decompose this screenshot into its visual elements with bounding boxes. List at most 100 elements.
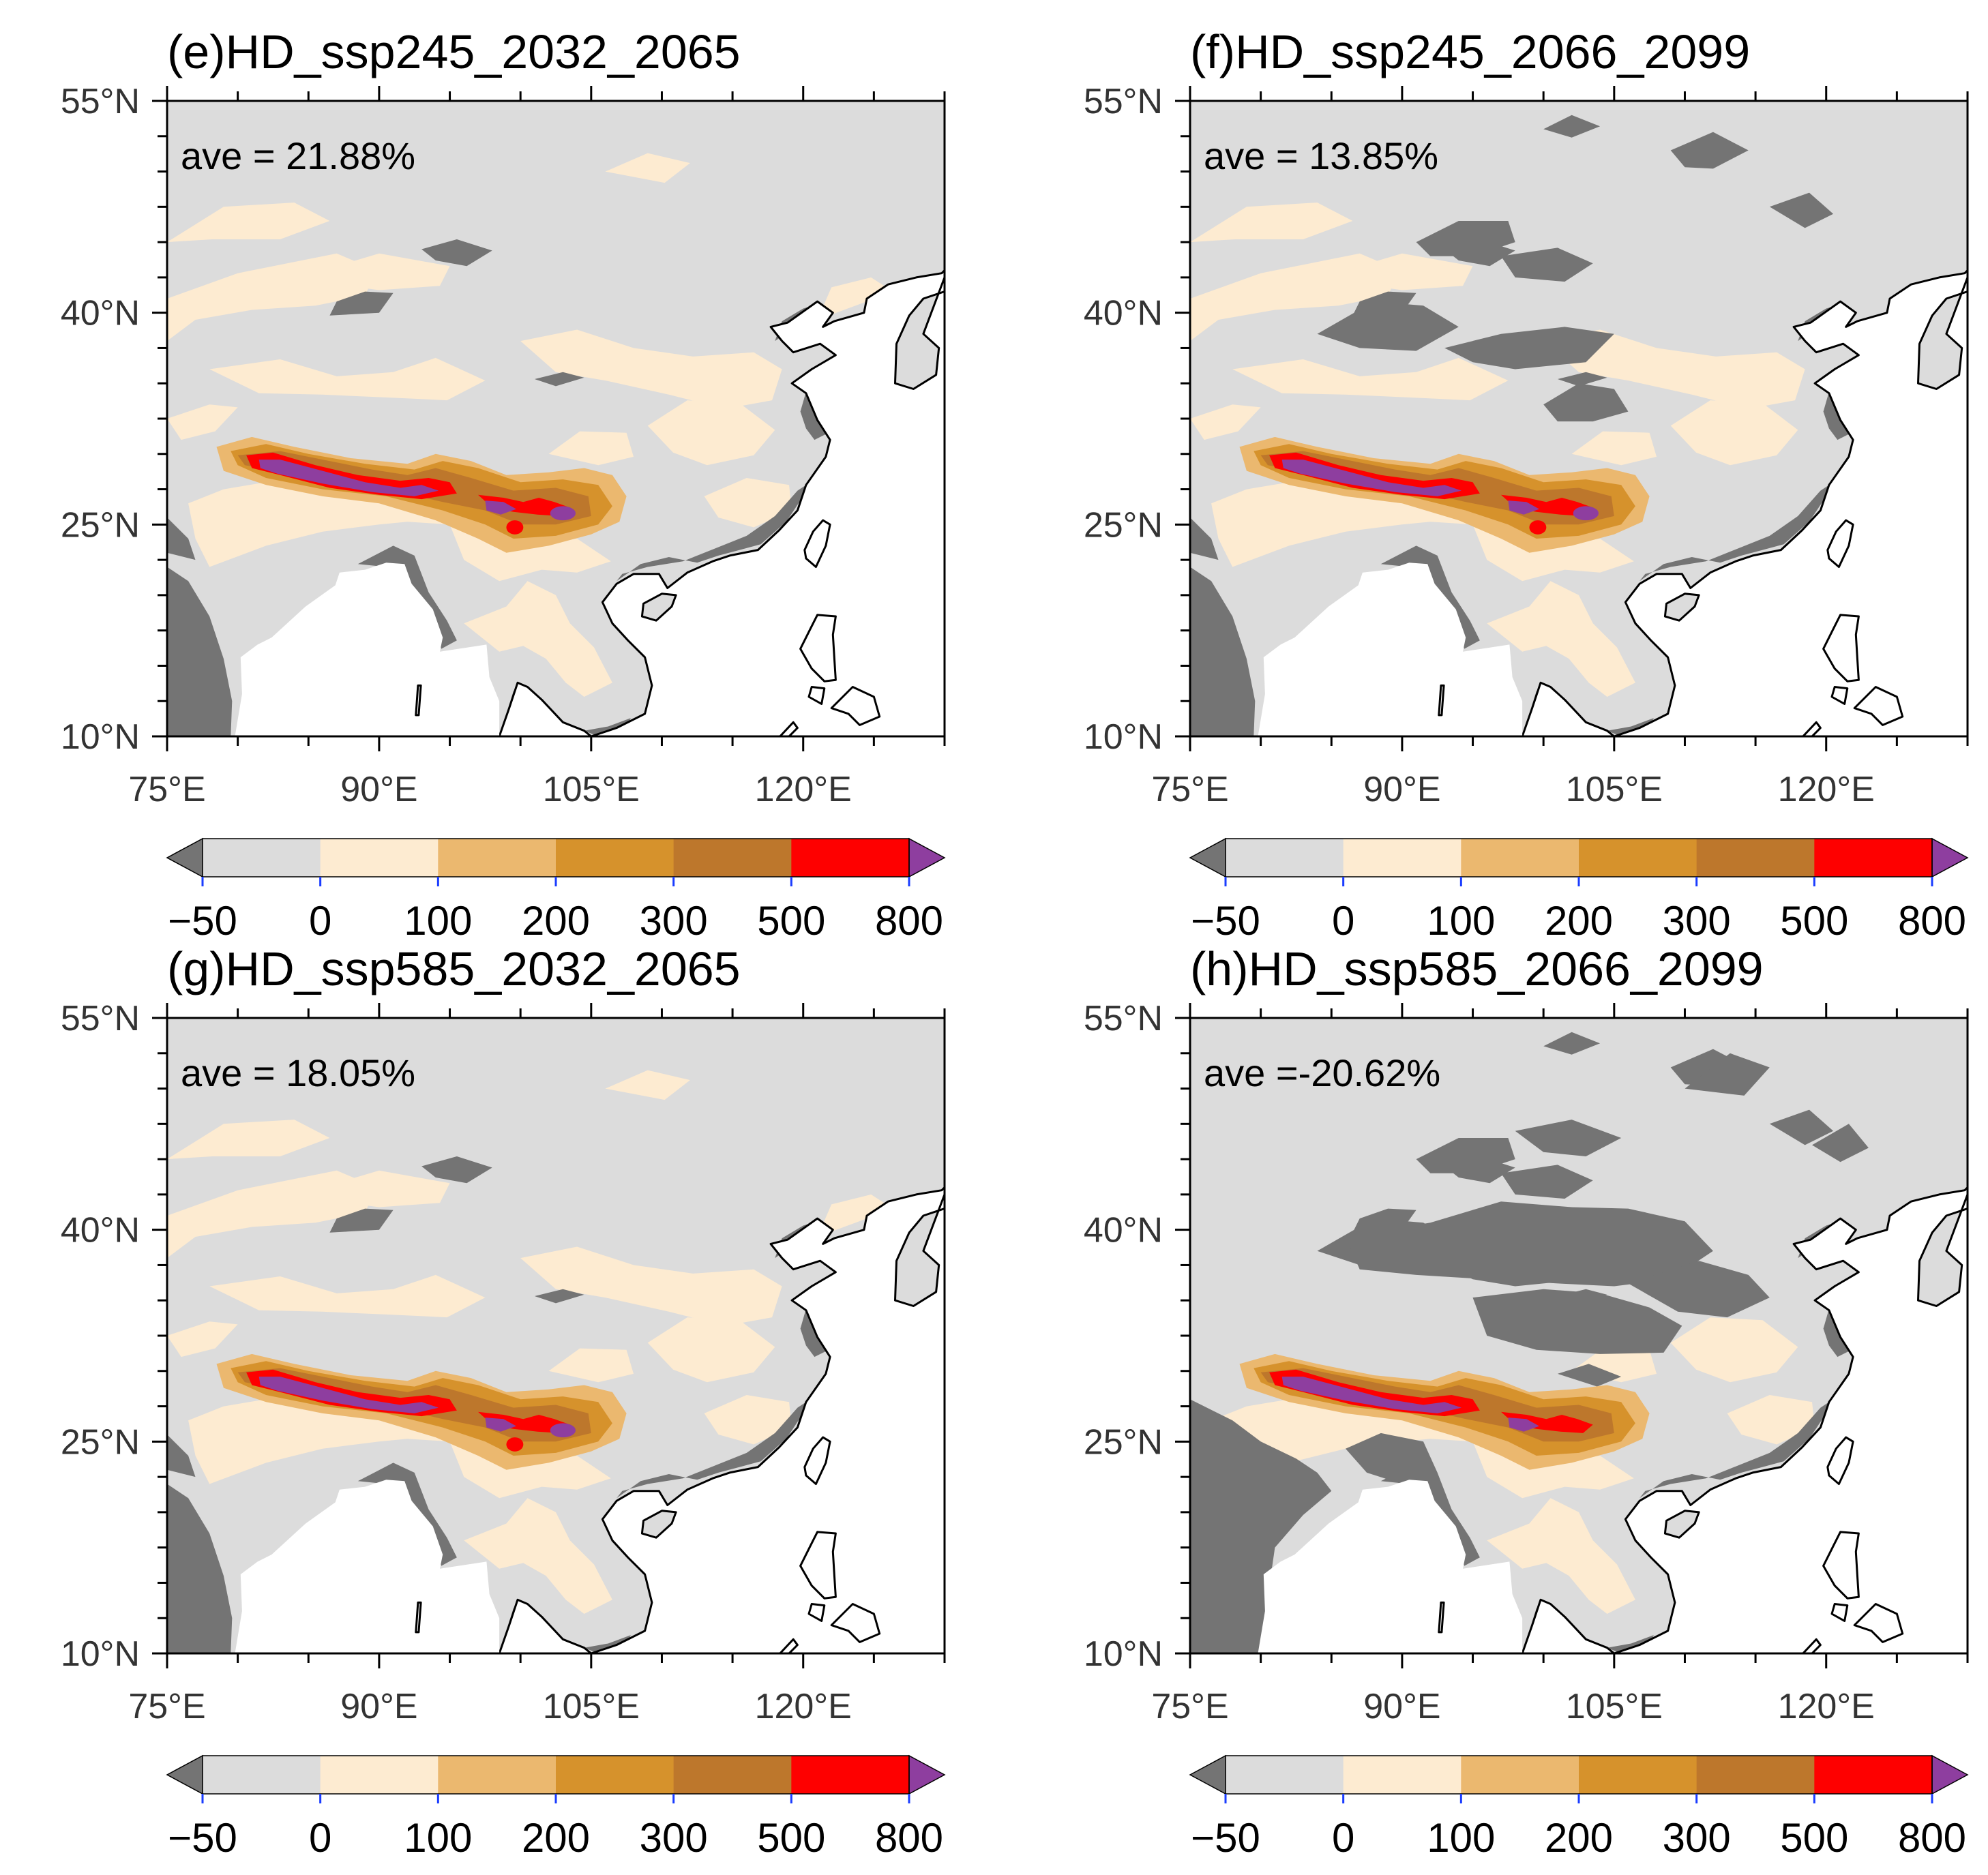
field-below-neg50 — [1472, 1289, 1682, 1354]
field-0-100 — [817, 1194, 891, 1237]
x-tick-label: 105°E — [1566, 770, 1663, 809]
field-below-neg50 — [1380, 1462, 1480, 1566]
bay-of-bengal — [167, 1480, 500, 1653]
colorbar-label: 300 — [640, 1815, 708, 1861]
hainan-island — [1663, 592, 1700, 622]
field-below-neg50 — [1416, 1138, 1515, 1173]
field-below-neg50 — [1670, 132, 1749, 169]
colorbar-segment — [203, 839, 321, 877]
y-tick-label: 10°N — [61, 717, 140, 757]
colorbar-extend-low — [1189, 837, 1226, 878]
field-0-100 — [1190, 202, 1353, 243]
palawan-island — [1801, 1638, 1822, 1653]
colorbar-segment — [320, 1756, 439, 1794]
colorbar-label: 100 — [1427, 898, 1495, 944]
field-below-neg50 — [1190, 567, 1256, 736]
hainan-island — [1663, 1510, 1700, 1539]
x-tick-label: 75°E — [128, 1687, 205, 1726]
field-below-neg50 — [1557, 1364, 1622, 1387]
visayas-islands — [1853, 1603, 1904, 1643]
field-below-neg50 — [1628, 1261, 1770, 1318]
colorbar-segment — [1343, 839, 1462, 877]
x-tick-label: 90°E — [1363, 770, 1440, 809]
colorbar-segment — [1696, 1756, 1815, 1794]
field-500-800-east — [1501, 1411, 1593, 1433]
x-tick-label: 75°E — [1151, 770, 1228, 809]
field-below-neg50 — [1685, 1053, 1770, 1096]
x-tick-label: 105°E — [1566, 1687, 1663, 1726]
field-0-100 — [323, 1170, 450, 1208]
field-0-100 — [1543, 329, 1805, 409]
field-0-100 — [1190, 404, 1261, 440]
colorbar-label: 200 — [522, 1815, 590, 1861]
y-tick-label: 55°N — [1084, 999, 1163, 1038]
field-above-800-east — [485, 1418, 516, 1432]
x-tick-label: 75°E — [128, 770, 205, 809]
field-0-100 — [188, 1399, 611, 1499]
field-above-800-speck — [550, 1423, 576, 1438]
andaman-islands — [415, 684, 422, 717]
ave-label: ave = 18.05% — [181, 1051, 415, 1094]
x-tick-label: 120°E — [755, 1687, 852, 1726]
field-below-neg50 — [167, 1484, 233, 1653]
field-0-100 — [464, 1498, 612, 1614]
colorbar-label: 500 — [1780, 1815, 1848, 1861]
panel-title: (f)HD_ssp245_2066_2099 — [1190, 25, 1750, 78]
map-area — [167, 101, 945, 736]
field-below-neg50 — [167, 567, 233, 736]
field-below-neg50 — [1190, 518, 1219, 560]
field-0-100 — [1571, 431, 1657, 466]
field-0-100 — [323, 253, 450, 290]
x-tick-label: 105°E — [543, 1687, 640, 1726]
field-0-100 — [1346, 253, 1473, 290]
field-below-neg50 — [1640, 1399, 1834, 1499]
field-0-100 — [1727, 1395, 1815, 1445]
field-above-800-speck — [550, 506, 576, 521]
colorbar-label: −50 — [168, 1815, 237, 1861]
field-above-800-east — [1508, 500, 1539, 515]
colorbar-label: 0 — [309, 1815, 331, 1861]
luzon-island — [799, 1531, 837, 1600]
y-tick-label: 40°N — [1084, 1211, 1163, 1250]
ave-label: ave = 21.88% — [181, 134, 415, 177]
field-0-100 — [167, 253, 376, 342]
field-below-neg50 — [421, 239, 492, 267]
colorbar-segment — [1461, 839, 1579, 877]
field-below-neg50 — [329, 291, 394, 316]
colorbar-segment — [1579, 1756, 1697, 1794]
x-tick-label: 75°E — [1151, 1687, 1228, 1726]
field-above-800 — [258, 1377, 439, 1413]
field-0-100 — [188, 482, 611, 582]
luzon-island — [1822, 614, 1860, 682]
colorbar-label: −50 — [168, 898, 237, 944]
mindoro-island — [807, 1603, 826, 1622]
ocean — [1521, 101, 1968, 736]
field-0-100 — [209, 357, 486, 401]
field-0-100 — [167, 404, 238, 440]
y-tick-label: 25°N — [61, 505, 140, 545]
field-0-100 — [605, 153, 690, 183]
mindoro-island — [1830, 1603, 1849, 1622]
field-below-neg50 — [1346, 1432, 1438, 1484]
colorbar: −50 0 100 200 300 500 800 — [1189, 837, 1969, 944]
panel-title: (h)HD_ssp585_2066_2099 — [1190, 942, 1764, 995]
field-below-neg50 — [1317, 301, 1459, 351]
y-tick-label: 55°N — [1084, 82, 1163, 121]
colorbar-segment — [320, 839, 439, 877]
field-below-neg50 — [1543, 115, 1601, 138]
field-below-neg50 — [357, 545, 457, 649]
field-0-100 — [1190, 253, 1399, 342]
colorbar-label: 0 — [1332, 898, 1354, 944]
field-0-100 — [1670, 400, 1798, 466]
field-below-neg50 — [1557, 372, 1607, 387]
field-below-neg50 — [167, 518, 196, 560]
colorbar-segment — [1226, 839, 1344, 877]
colorbar-extend-high — [908, 837, 946, 878]
field-0-100 — [704, 1395, 792, 1445]
hainan-island — [640, 592, 677, 622]
y-tick-label: 25°N — [61, 1422, 140, 1462]
